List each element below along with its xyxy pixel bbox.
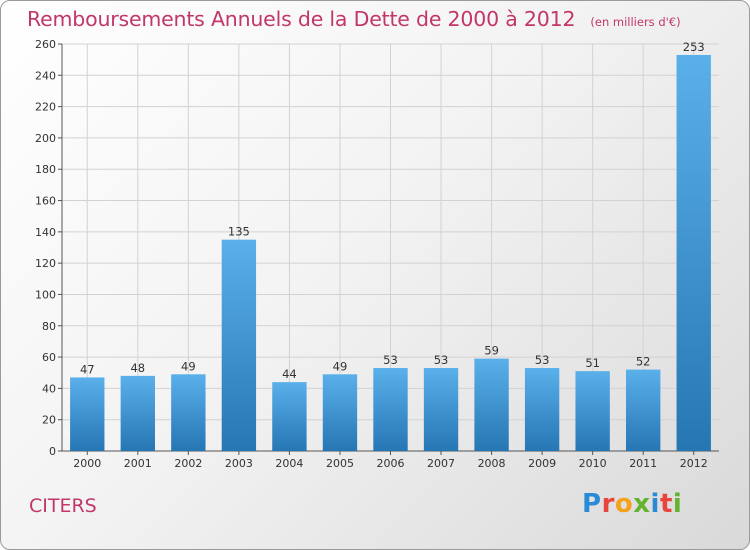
x-tick-label: 2001: [124, 457, 152, 470]
bar-value-label: 48: [130, 361, 145, 375]
x-tick-label: 2005: [326, 457, 354, 470]
logo-letter: x: [633, 489, 651, 519]
y-tick-label: 260: [35, 38, 56, 51]
bar-value-label: 53: [383, 353, 398, 367]
x-tick-label: 2010: [579, 457, 607, 470]
bar-value-label: 53: [434, 353, 449, 367]
logo-letter: i: [672, 489, 683, 519]
bar-value-label: 53: [535, 353, 550, 367]
x-tick-label: 2007: [427, 457, 455, 470]
chart-subtitle: (en milliers d'€): [590, 15, 681, 29]
y-tick-label: 0: [49, 445, 56, 458]
x-tick-label: 2012: [680, 457, 708, 470]
y-tick-label: 80: [42, 320, 56, 333]
bar-value-label: 253: [683, 40, 705, 54]
bar: [474, 358, 509, 451]
logo-letter: P: [582, 489, 602, 519]
x-tick-label: 2009: [528, 457, 556, 470]
y-tick-label: 60: [42, 351, 56, 364]
y-tick-label: 240: [35, 69, 56, 82]
x-tick-label: 2003: [225, 457, 253, 470]
y-tick-label: 20: [42, 414, 56, 427]
y-tick-label: 180: [35, 163, 56, 176]
bar: [272, 382, 307, 451]
title-row: Remboursements Annuels de la Dette de 20…: [27, 7, 681, 31]
logo-letter: t: [659, 489, 673, 519]
bar: [575, 371, 610, 451]
bar: [221, 239, 257, 451]
bar: [373, 368, 408, 451]
bar-value-label: 49: [333, 359, 348, 373]
bar-value-label: 52: [636, 355, 651, 369]
logo-letter: i: [650, 489, 660, 519]
x-tick-label: 2004: [275, 457, 303, 470]
y-tick-label: 100: [35, 288, 56, 301]
label-layer: 47 48 49 135 44 49 53 53 59 53 51 52 253: [80, 40, 705, 381]
x-tick-label: 2006: [377, 457, 405, 470]
y-tick-label: 120: [35, 257, 56, 270]
chart-title: Remboursements Annuels de la Dette de 20…: [27, 7, 576, 31]
y-tick-label: 40: [42, 382, 56, 395]
bar-layer: [70, 54, 711, 451]
x-tick-label: 2008: [478, 457, 506, 470]
bar-value-label: 135: [228, 225, 250, 239]
bar: [524, 368, 560, 451]
bar-value-label: 49: [181, 359, 196, 373]
proxiti-logo: Proxiti: [582, 489, 682, 519]
bar: [120, 375, 155, 451]
y-tick-label: 200: [35, 132, 56, 145]
logo-letter: o: [614, 489, 634, 519]
bar: [171, 374, 206, 451]
bar-value-label: 44: [282, 367, 297, 381]
y-tick-label: 160: [35, 195, 56, 208]
x-tick-label: 2000: [73, 457, 101, 470]
commune-name: CITERS: [29, 495, 97, 517]
bar: [70, 377, 105, 451]
bar: [626, 369, 661, 451]
bar-value-label: 47: [80, 362, 95, 376]
x-tick-label: 2011: [629, 457, 657, 470]
logo-letter: r: [601, 489, 615, 519]
bar-value-label: 59: [484, 344, 499, 358]
x-tick-label: 2002: [174, 457, 202, 470]
bar: [676, 54, 711, 451]
bar-value-label: 51: [585, 356, 600, 370]
bar: [423, 368, 459, 451]
y-tick-label: 140: [35, 226, 56, 239]
y-tick-label: 220: [35, 101, 56, 114]
bar: [322, 374, 358, 451]
